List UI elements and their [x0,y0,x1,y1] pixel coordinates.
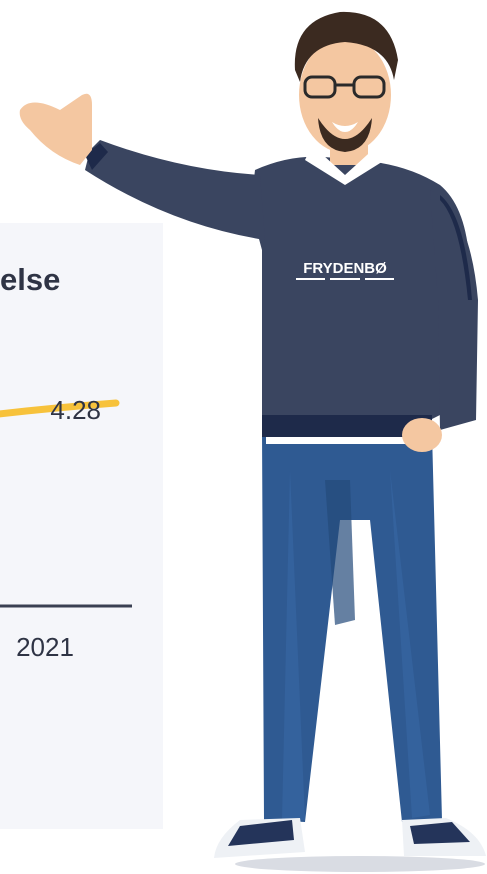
chart-card [0,223,163,829]
glasses-icon [303,75,337,99]
series-line [0,399,120,418]
sweater-logo: FRYDENBØ [303,260,387,277]
face [299,37,391,153]
line-chart: 4.28 2021 [0,395,132,662]
jeans [262,432,442,822]
data-label: 4.28 [50,395,101,425]
hair [294,11,398,82]
chart-title: else [0,262,61,297]
x-tick-label: 2021 [16,632,74,662]
raised-hand [19,93,92,165]
sweater [253,156,470,432]
raised-arm [85,140,265,240]
beard [318,118,372,152]
